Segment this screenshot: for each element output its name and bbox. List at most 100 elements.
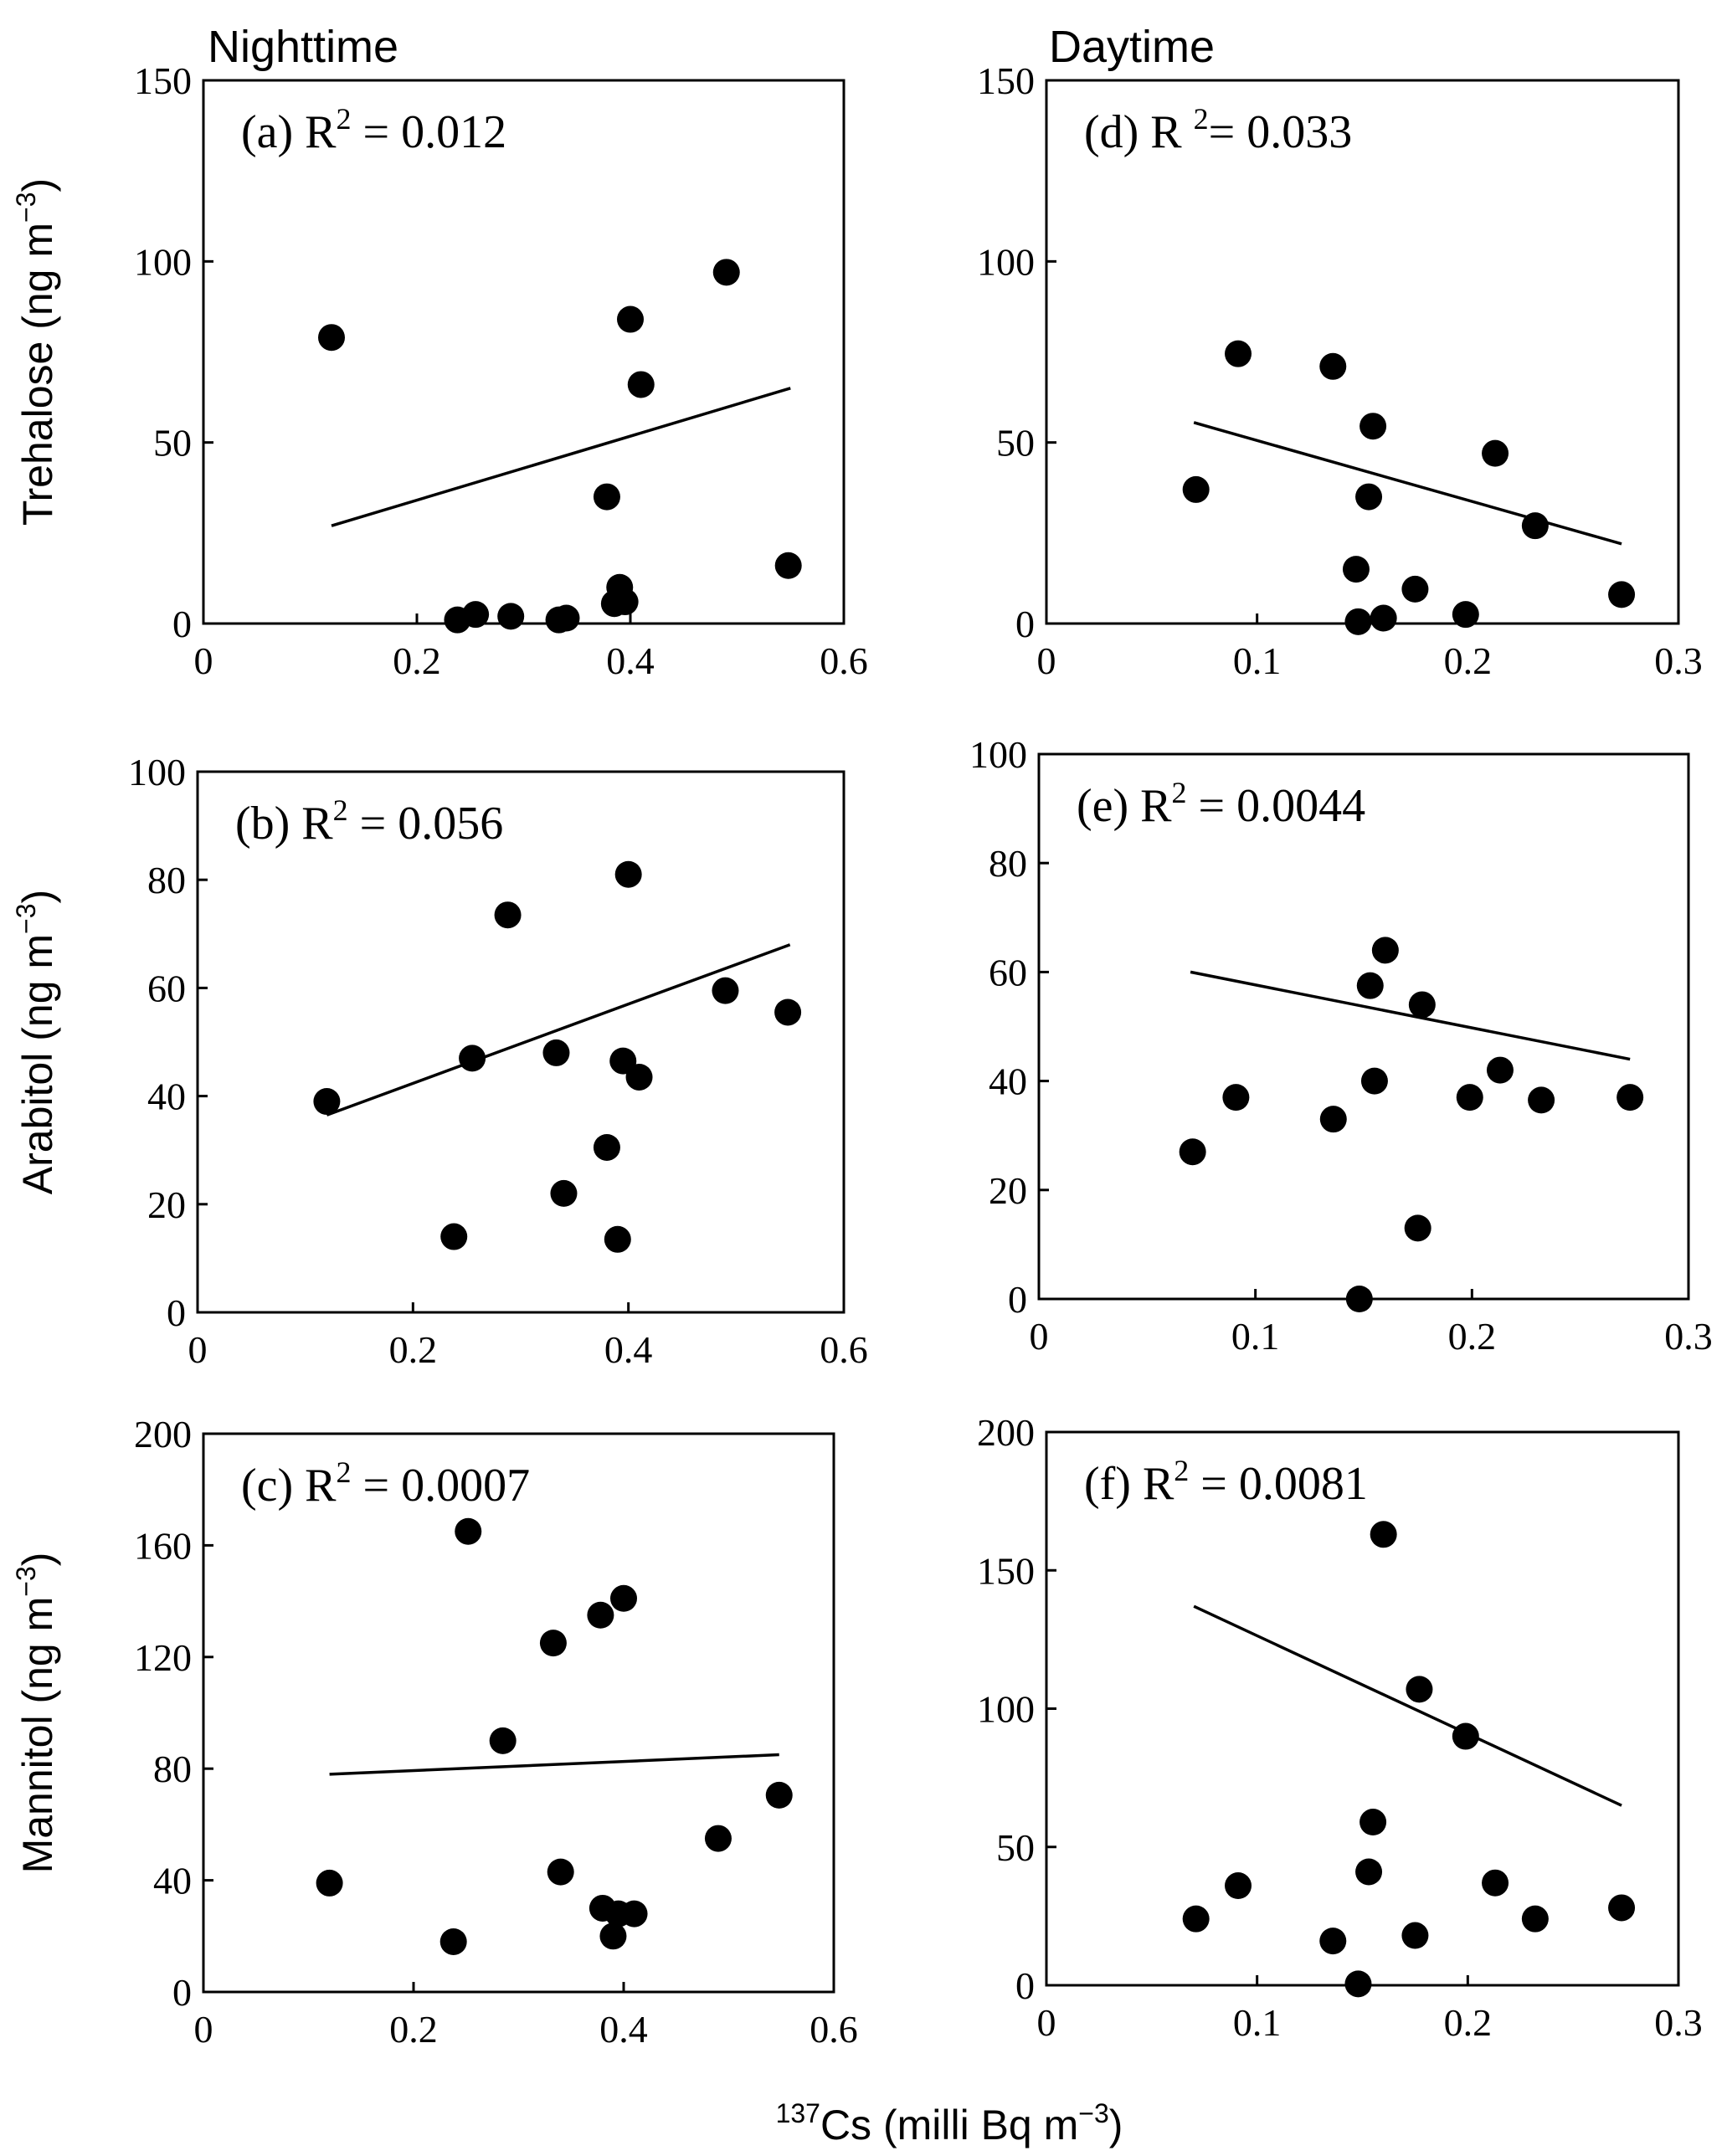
data-point [553,604,580,632]
y-label-close: ) [14,1553,61,1567]
data-point [627,371,655,398]
y-tick-label: 0 [172,603,192,645]
y-tick-label: 120 [134,1636,192,1679]
data-point [1616,1084,1644,1111]
data-point [1456,1084,1483,1111]
x-label-main: Cs (milli Bq m [820,2102,1078,2148]
data-point [1521,1905,1549,1933]
y-tick-label: 20 [147,1183,186,1226]
y-tick-label: 100 [969,733,1027,776]
column-title-daytime: Daytime [1049,22,1215,72]
data-point [610,1584,637,1612]
y-label-close: ) [14,890,61,904]
y-tick-label: 60 [147,967,186,1009]
data-point [1401,1922,1429,1949]
x-tick-label: 0 [1030,1315,1049,1358]
data-point [1608,1894,1636,1922]
annotation-label: (a) R [241,106,337,158]
data-point [620,1900,648,1928]
x-tick-label: 0.2 [389,2008,438,2051]
y-label-exponent: −3 [11,192,41,222]
data-point [489,1727,517,1754]
annotation-value: = 0.012 [352,106,507,158]
r-squared-annotation-b: (b) R2 = 0.056 [235,793,503,850]
data-point [1225,340,1252,367]
y-tick-label: 200 [977,1411,1035,1454]
panel-a: 0 0.2 0.4 0.6 0 50 100 150 (a) R2 = 0.012 Trehalo… [11,59,868,682]
x-tick-label: 0.2 [1448,1315,1497,1358]
y-label-main: Mannitol (ng m [14,1597,61,1874]
x-tick-label: 0 [194,2008,213,2051]
plot-frame-a [202,79,846,625]
data-point [1342,556,1370,583]
trendline-e [1190,970,1631,1061]
data-point [604,1225,631,1253]
plot-frame-d [1045,79,1680,625]
data-point [440,1223,468,1250]
y-tick-label: 0 [172,1971,192,2014]
data-point [459,1045,486,1072]
x-tick-label: 0.3 [1654,639,1703,682]
data-point [313,1088,341,1116]
r-squared-annotation-f: (f) R2 = 0.0081 [1084,1454,1368,1510]
column-title-nighttime: Nighttime [208,22,398,72]
x-label-exponent: −3 [1078,2098,1108,2128]
y-tick-label: 0 [1015,1964,1035,2007]
data-point [599,1922,627,1950]
data-point [1401,575,1429,603]
trendline-d [1193,421,1622,546]
x-tick-label: 0.1 [1231,1315,1280,1358]
data-point [704,1825,732,1852]
data-point [625,1063,653,1091]
annotation-exponent: 2 [337,102,352,136]
data-point [1319,352,1347,380]
y-tick-label: 80 [153,1748,192,1790]
y-axis-label-c: Mannitol (ng m−3) [11,1553,61,1874]
x-tick-label: 0 [194,639,213,682]
y-label-exponent: −3 [11,1566,41,1596]
data-point [1452,1722,1479,1750]
x-tick-label: 0.2 [389,1328,438,1371]
y-tick-label: 80 [989,842,1027,885]
data-point [611,588,639,616]
annotation-exponent: 2 [1194,102,1209,136]
x-tick-label: 0 [1037,2001,1056,2044]
trendline-f [1193,1604,1622,1807]
data-point [547,1858,574,1886]
annotation-exponent: 2 [1172,776,1187,809]
data-point [1521,512,1549,540]
annotation-exponent: 2 [333,793,348,827]
data-point [1482,439,1509,467]
trendline-a [331,387,791,527]
data-point [712,259,740,286]
data-point [1222,1084,1250,1111]
y-tick-label: 200 [134,1413,192,1455]
y-tick-label: 160 [134,1524,192,1567]
y-label-close: ) [14,178,61,192]
y-axis-label-b: Arabitol (ng m−3) [11,890,61,1194]
data-point [455,1517,482,1545]
data-point [712,977,739,1004]
annotation-label: (f) R [1084,1458,1174,1510]
annotation-label: (c) R [241,1460,337,1512]
data-point [1408,991,1436,1019]
y-tick-label: 40 [989,1060,1027,1103]
x-label-close: ) [1109,2102,1123,2148]
x-tick-label: 0.6 [820,639,868,682]
y-tick-label: 0 [167,1291,186,1334]
y-tick-label: 150 [977,59,1035,102]
data-point [1370,1521,1397,1548]
y-tick-label: 20 [989,1169,1027,1212]
y-label-main: Arabitol (ng m [14,934,61,1194]
data-point [1486,1056,1514,1084]
data-point [1359,413,1387,440]
data-point [593,483,620,511]
x-tick-label: 0.1 [1233,639,1282,682]
data-point [1355,1858,1383,1886]
data-point [1370,604,1397,632]
data-point [593,1133,620,1161]
shared-x-axis-label: 137Cs (milli Bq m−3) [776,2098,1123,2148]
data-point [1528,1086,1555,1114]
data-point [1344,1970,1372,1998]
